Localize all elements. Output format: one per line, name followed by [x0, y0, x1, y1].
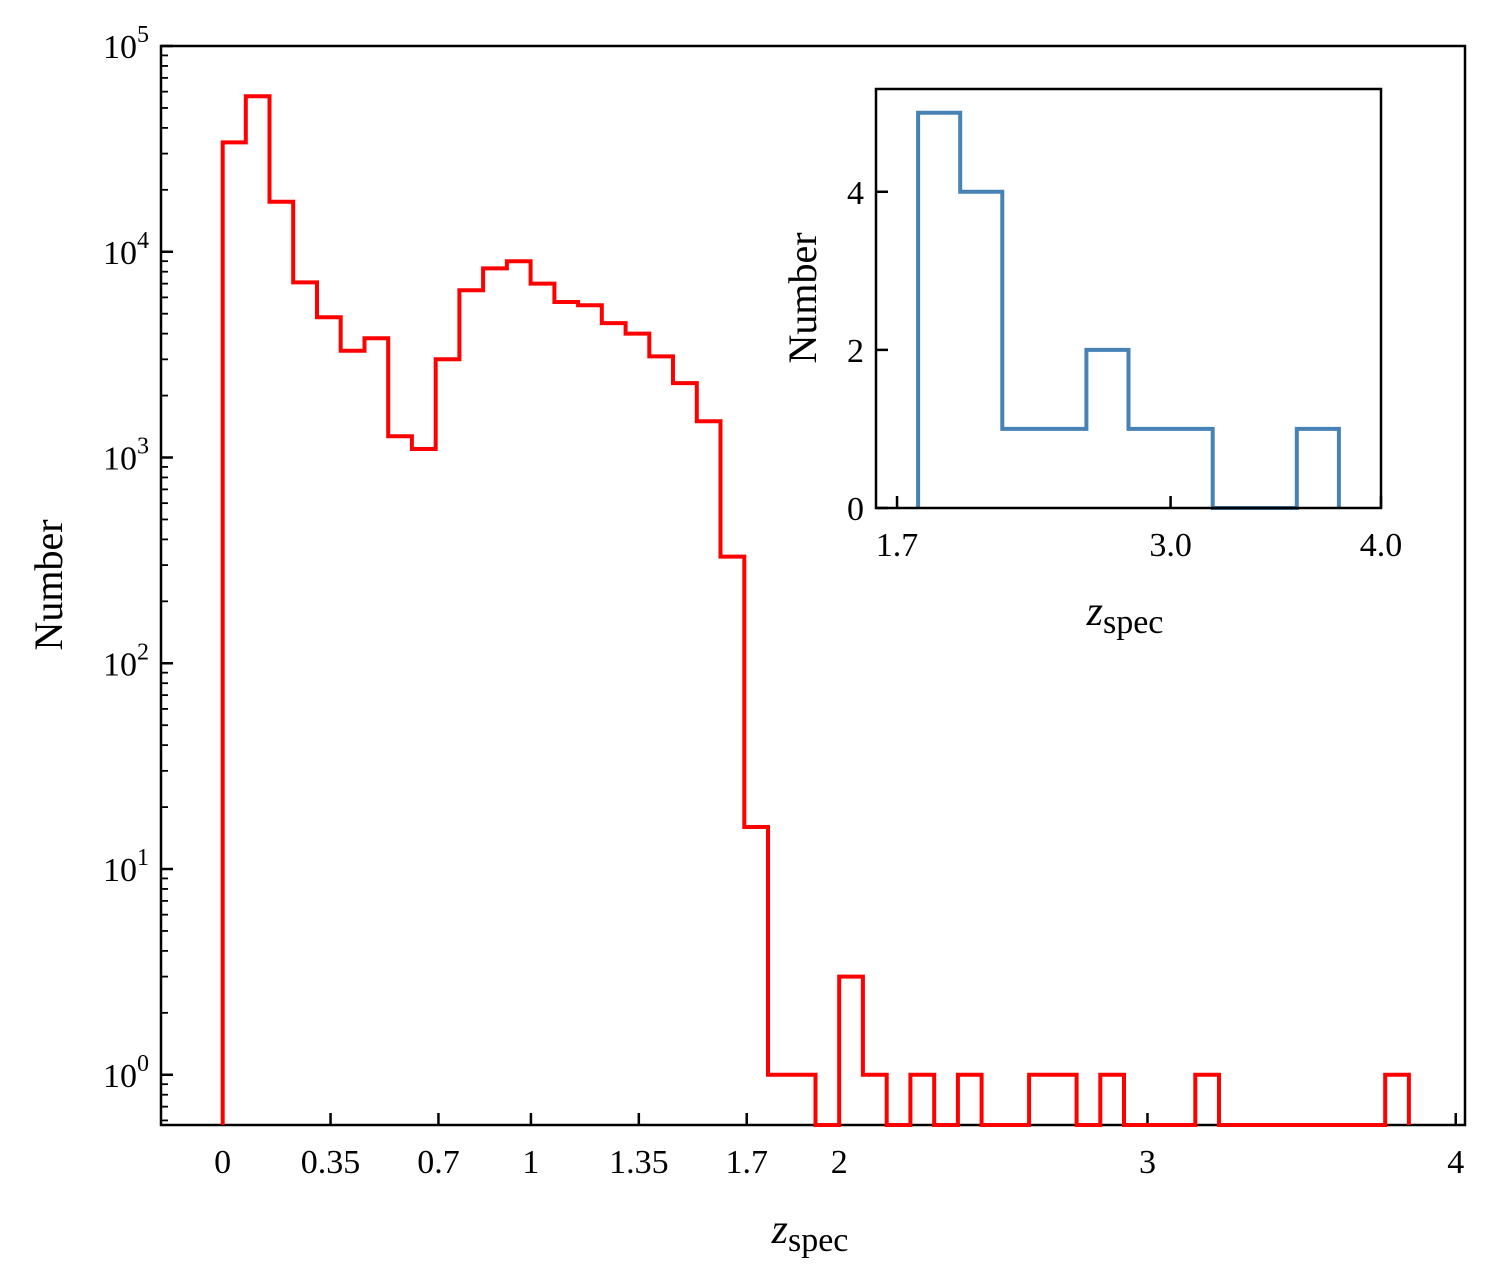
- inset-x-axis: 1.7 3.0 4.0: [876, 496, 1402, 564]
- main-x-axis-title-sub: spec: [788, 1222, 848, 1259]
- main-x-axis-title: zspec: [771, 1207, 849, 1259]
- main-y-tick-label: 104: [103, 228, 149, 272]
- main-x-tick-label: 1: [522, 1144, 539, 1181]
- inset-plot-background: [876, 89, 1381, 508]
- main-y-axis: 100 101 102 103 104 105: [103, 22, 173, 1095]
- main-x-tick-label: 3: [1139, 1144, 1156, 1181]
- inset-plot-frame: [874, 87, 1383, 510]
- main-x-tick-label: 0.7: [417, 1144, 460, 1181]
- main-x-tick-label: 2: [831, 1144, 848, 1181]
- inset-y-tick-label: 2: [847, 333, 864, 370]
- inset-y-axis: 0 2 4: [847, 175, 888, 528]
- main-plot: 0 0.35 0.7 1 1.35 1.7 2 3 4 100 101 102 103 104 105 z…: [26, 22, 1467, 1259]
- inset-y-tick-label: 0: [847, 491, 864, 528]
- inset-x-tick-label: 1.7: [876, 527, 919, 564]
- main-y-tick-label: 100: [103, 1051, 149, 1095]
- inset-x-axis-title-main: z: [1086, 589, 1103, 635]
- inset-x-tick-label: 4.0: [1360, 527, 1403, 564]
- inset-y-axis-title: Number: [780, 232, 825, 363]
- main-y-tick-label: 103: [103, 434, 149, 478]
- main-x-axis: 0 0.35 0.7 1 1.35 1.7 2 3 4: [214, 1113, 1464, 1181]
- inset-plot: 1.7 3.0 4.0 0 2 4 zspec Number: [780, 87, 1402, 641]
- main-minor-ticks: [161, 54, 168, 1122]
- main-y-axis-title: Number: [26, 519, 71, 650]
- main-y-tick-label: 102: [103, 639, 149, 683]
- main-x-axis-title-main: z: [771, 1207, 788, 1253]
- inset-x-tick-label: 3.0: [1149, 527, 1192, 564]
- main-x-tick-label: 4: [1447, 1144, 1464, 1181]
- main-histogram-step-line: [220, 94, 1411, 1127]
- main-y-tick-label: 105: [103, 22, 149, 66]
- inset-y-tick-label: 4: [847, 175, 864, 212]
- main-x-tick-label: 1.7: [725, 1144, 768, 1181]
- main-plot-frame: [159, 44, 1467, 1127]
- inset-x-axis-title: zspec: [1086, 589, 1164, 641]
- main-x-tick-label: 1.35: [609, 1144, 669, 1181]
- main-x-tick-label: 0: [214, 1144, 231, 1181]
- main-y-tick-label: 101: [103, 845, 149, 889]
- main-x-tick-label: 0.35: [301, 1144, 361, 1181]
- inset-x-axis-title-sub: spec: [1103, 604, 1163, 641]
